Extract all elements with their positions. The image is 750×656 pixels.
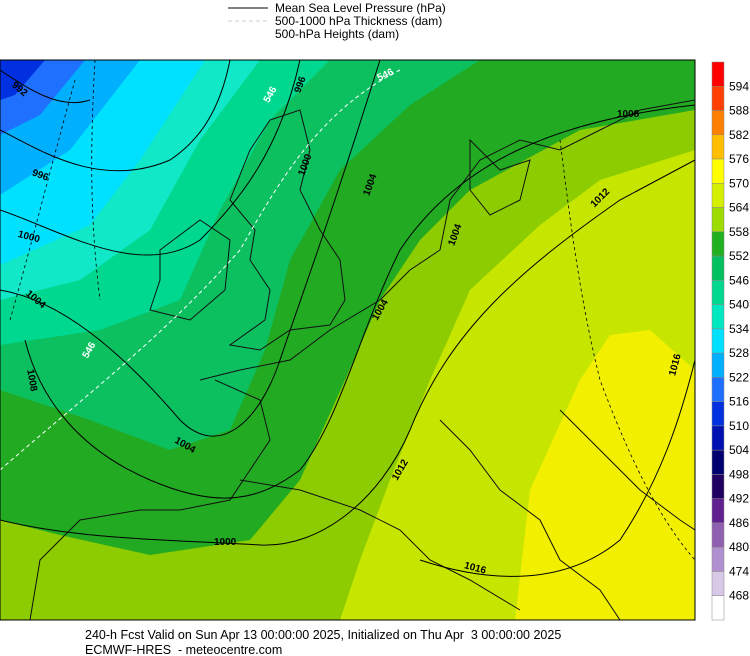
colorbar-cell <box>711 328 725 354</box>
colorbar-cell <box>711 61 725 87</box>
colorbar-cell <box>711 158 725 184</box>
colorbar-cell <box>711 231 725 257</box>
colorbar-label: 504 <box>729 443 749 457</box>
colorbar-label: 510 <box>729 419 749 433</box>
colorbar-label: 588 <box>729 104 749 118</box>
contour-label: 1008 <box>24 368 39 392</box>
colorbar-cell <box>711 304 725 330</box>
colorbar-cell <box>711 474 725 499</box>
coastline <box>439 419 621 620</box>
colorbar-label: 552 <box>729 249 749 263</box>
colorbar-label: 582 <box>729 128 749 142</box>
colorbar-cell <box>711 377 725 402</box>
colorbar-label: 546 <box>729 273 749 287</box>
legend-label: 500-1000 hPa Thickness (dam) <box>275 14 442 28</box>
colorbar-cell <box>711 183 725 208</box>
colorbar-label: 594 <box>729 79 749 93</box>
colorbar-cell <box>711 401 725 427</box>
colorbar-cell <box>711 546 725 572</box>
height-line <box>9 79 76 321</box>
colorbar-cell <box>711 352 725 378</box>
colorbar-label: 468 <box>729 589 749 603</box>
legend-label: Mean Sea Level Pressure (hPa) <box>275 1 446 15</box>
colorbar-label: 564 <box>729 201 749 215</box>
isobar <box>24 104 695 499</box>
coastline <box>239 479 521 611</box>
colorbar-cell <box>711 255 725 281</box>
coastline <box>228 109 346 351</box>
colorbar-cell <box>711 134 725 160</box>
footer-line: 240-h Fcst Valid on Sun Apr 13 00:00:00 … <box>85 628 561 642</box>
colorbar-label: 474 <box>729 564 749 578</box>
isobar <box>0 60 301 256</box>
isobar <box>0 60 381 437</box>
coastline <box>469 138 531 216</box>
isobar <box>0 69 91 104</box>
map-frame <box>0 59 696 621</box>
coastline <box>29 379 271 620</box>
colorbar-cell <box>711 571 725 596</box>
colorbar-label: 522 <box>729 370 749 384</box>
colorbar-cell <box>711 498 725 524</box>
colorbar-label: 492 <box>729 492 749 506</box>
field-band <box>0 60 45 100</box>
colorbar-label: 486 <box>729 516 749 530</box>
colorbar-label: 516 <box>729 395 749 409</box>
height-line <box>559 139 695 561</box>
contour-label: 1008 <box>617 109 640 120</box>
colorbar-cell <box>711 280 725 305</box>
colorbar-label: 540 <box>729 298 749 312</box>
colorbar-label: 558 <box>729 225 749 239</box>
legend-label: 500-hPa Heights (dam) <box>275 27 399 41</box>
colorbar-label: 576 <box>729 152 749 166</box>
colorbar-cell <box>711 425 725 451</box>
contour-label: 1000 <box>214 537 237 548</box>
colorbar-label: 534 <box>729 322 749 336</box>
field-band <box>515 330 695 620</box>
thickness-line <box>0 69 401 471</box>
colorbar-cell <box>711 207 725 233</box>
isobar <box>0 60 231 172</box>
colorbar-cell <box>711 110 725 136</box>
colorbar-cell <box>711 522 725 548</box>
coastline <box>199 99 695 381</box>
coastline <box>559 409 695 531</box>
colorbar-cell <box>711 86 725 111</box>
height-line <box>91 60 101 301</box>
colorbar-cell <box>711 449 725 475</box>
isobar <box>0 159 695 546</box>
isobar <box>419 359 695 577</box>
colorbar-label: 570 <box>729 176 749 190</box>
colorbar-label: 528 <box>729 346 749 360</box>
footer-line: ECMWF-HRES - meteocentre.com <box>85 643 282 656</box>
colorbar-cell <box>711 595 725 621</box>
map: 992 996 1000 1004 1008 546 546 996 1000 … <box>0 60 695 620</box>
colorbar: 594 588 582 576 570 564 558 552 546 540 534 528 522 5… <box>711 61 749 621</box>
colorbar-label: 498 <box>729 467 749 481</box>
colorbar-label: 480 <box>729 540 749 554</box>
coastline <box>149 219 231 321</box>
